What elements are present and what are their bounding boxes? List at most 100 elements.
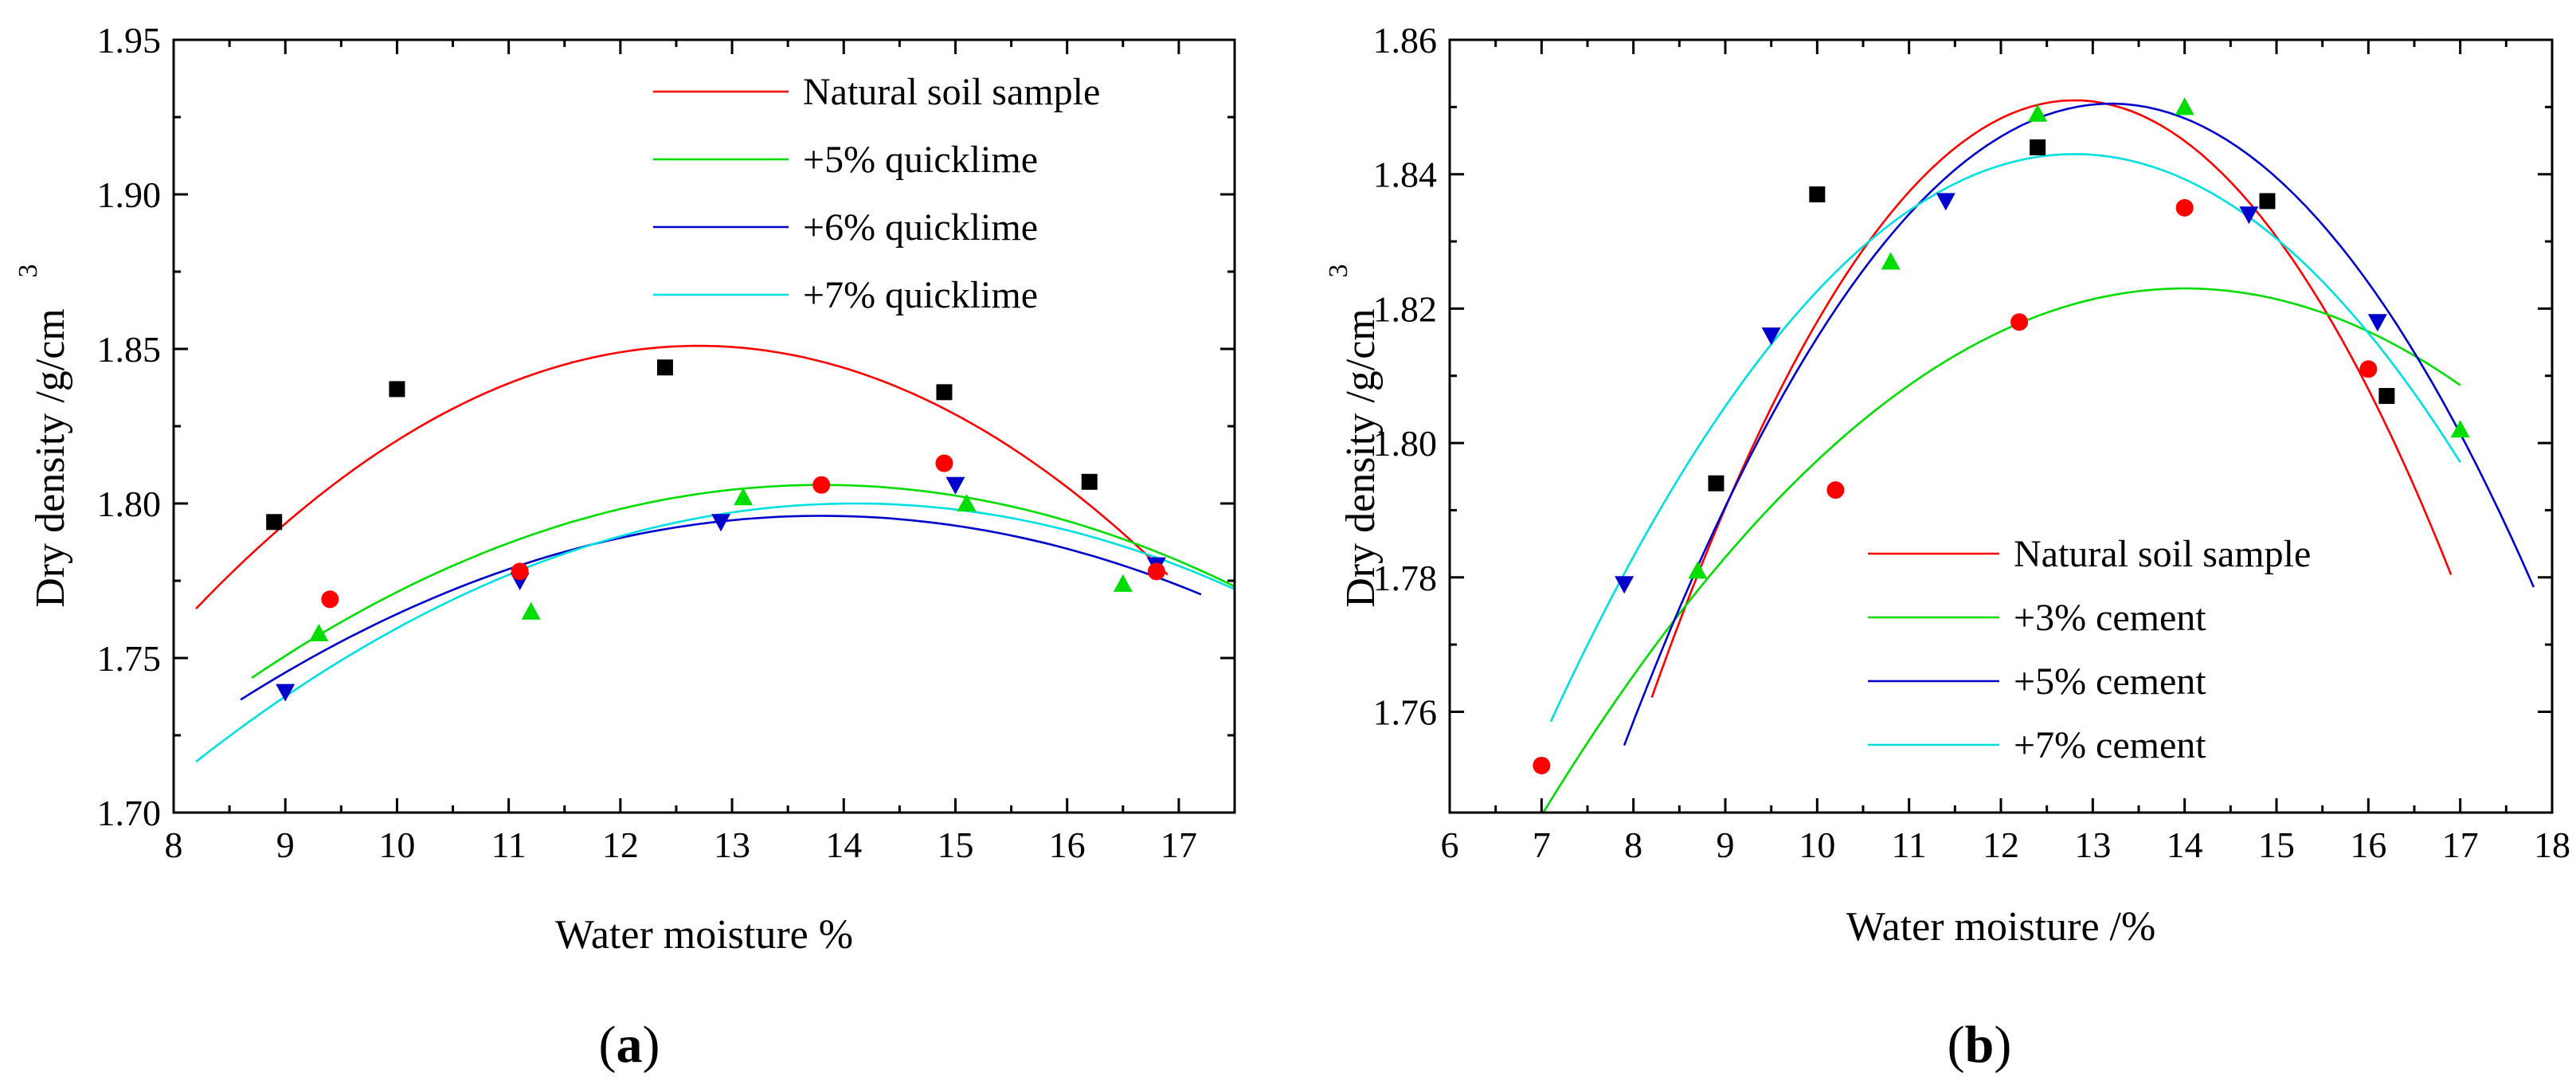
fit-curve-2 bbox=[1541, 287, 2461, 813]
y-tick-label: 1.75 bbox=[97, 638, 162, 679]
data-point-triangle-up bbox=[957, 494, 977, 511]
y-tick-label: 1.86 bbox=[1373, 20, 1438, 61]
fit-curve-4 bbox=[195, 502, 1235, 763]
x-tick-label: 15 bbox=[937, 825, 973, 865]
data-point-triangle-up bbox=[1113, 574, 1133, 592]
y-tick-label: 1.95 bbox=[97, 20, 162, 61]
legend-label-1: Natural soil sample bbox=[2014, 533, 2311, 575]
legend: Natural soil sample +5% quicklime +6% quic… bbox=[653, 71, 1100, 316]
panel-label: (b) bbox=[1948, 1016, 2012, 1074]
data-point-triangle-up bbox=[309, 623, 329, 641]
data-point-circle bbox=[1147, 562, 1165, 581]
x-tick-label: 9 bbox=[1717, 825, 1735, 865]
x-tick-label: 12 bbox=[1983, 825, 2019, 865]
y-axis-label-superscript: 3 bbox=[14, 264, 43, 278]
legend-label-4: +7% quicklime bbox=[803, 274, 1038, 316]
data-point-square bbox=[2259, 193, 2276, 210]
panel-label-letter: a bbox=[617, 1016, 643, 1074]
x-tick-label: 11 bbox=[1892, 825, 1927, 865]
y-tick-label: 1.70 bbox=[97, 793, 162, 833]
data-point-triangle-down bbox=[2367, 314, 2387, 332]
data-point-square bbox=[1081, 473, 1098, 490]
x-axis: 6 7 8 9 10 11 12 13 14 15 16 17 18 bbox=[1441, 40, 2570, 865]
chart-panel-b: 6 7 8 9 10 11 12 13 14 15 16 17 181.761.781.801.821.… bbox=[1324, 20, 2570, 1074]
fit-curve-3 bbox=[1623, 102, 2535, 746]
data-point-circle bbox=[2175, 198, 2194, 217]
data-point-triangle-down bbox=[711, 514, 731, 532]
fit-curve-3 bbox=[240, 515, 1202, 701]
data-point-square bbox=[389, 381, 405, 398]
y-tick-label: 1.90 bbox=[97, 174, 162, 215]
y-axis-label-group: Dry density /g/cm 3 bbox=[14, 264, 73, 608]
y-axis-label: Dry density /g/cm bbox=[1338, 308, 1384, 608]
y-tick-label: 1.76 bbox=[1373, 691, 1438, 732]
fit-curve-2 bbox=[251, 484, 1235, 679]
x-tick-label: 13 bbox=[714, 825, 750, 865]
x-tick-label: 17 bbox=[2442, 825, 2479, 865]
legend: Natural soil sample +3% cement +5% cement +… bbox=[1868, 533, 2311, 766]
x-tick-label: 15 bbox=[2258, 825, 2295, 865]
y-tick-label: 1.84 bbox=[1373, 155, 1438, 195]
data-point-triangle-up bbox=[1688, 561, 1708, 579]
legend-label-2: +5% quicklime bbox=[803, 139, 1038, 181]
x-tick-label: 7 bbox=[1533, 825, 1551, 865]
data-point-circle bbox=[2010, 313, 2029, 331]
legend-label-3: +6% quicklime bbox=[803, 206, 1038, 249]
x-tick-label: 6 bbox=[1441, 825, 1459, 865]
fit-curve-1 bbox=[195, 344, 1169, 610]
panel-label-letter: b bbox=[1965, 1016, 1995, 1074]
x-tick-label: 14 bbox=[2167, 825, 2203, 865]
data-point-triangle-up bbox=[1881, 252, 1901, 270]
x-tick-label: 13 bbox=[2074, 825, 2111, 865]
data-point-square bbox=[936, 384, 953, 401]
data-point-triangle-down bbox=[1936, 193, 1955, 211]
data-point-triangle-down bbox=[945, 476, 965, 495]
y-axis-label-group: Dry density /g/cm 3 bbox=[1324, 264, 1384, 608]
legend-label-4: +7% cement bbox=[2014, 724, 2206, 766]
x-tick-label: 8 bbox=[165, 825, 183, 865]
x-tick-label: 14 bbox=[825, 825, 862, 865]
data-markers bbox=[1533, 97, 2470, 774]
data-point-square bbox=[656, 359, 673, 376]
x-tick-label: 16 bbox=[2350, 825, 2386, 865]
data-point-triangle-up bbox=[521, 601, 541, 620]
x-tick-label: 12 bbox=[602, 825, 639, 865]
y-tick-label: 1.80 bbox=[1373, 423, 1438, 464]
data-point-triangle-up bbox=[2175, 97, 2194, 116]
y-axis: 1.76 1.78 1.80 1.82 1.84 1.86 bbox=[1373, 20, 2552, 732]
chart-panel-a: 8 9 10 11 12 13 14 15 16 171.701.751.801.851.901.… bbox=[14, 20, 1236, 1074]
y-tick-label: 1.82 bbox=[1373, 288, 1438, 329]
data-point-triangle-up bbox=[2028, 104, 2048, 122]
data-point-circle bbox=[935, 454, 953, 472]
data-point-square bbox=[2378, 388, 2395, 405]
data-point-circle bbox=[2359, 360, 2378, 378]
x-tick-label: 11 bbox=[491, 825, 526, 865]
plot-frame bbox=[172, 38, 1236, 814]
y-tick-label: 1.80 bbox=[97, 484, 162, 524]
x-tick-label: 18 bbox=[2534, 825, 2570, 865]
data-point-circle bbox=[1533, 756, 1551, 774]
x-tick-label: 10 bbox=[378, 825, 415, 865]
fit-curve-1 bbox=[1650, 99, 2453, 698]
data-point-triangle-down bbox=[276, 684, 296, 702]
data-point-triangle-up bbox=[2450, 420, 2470, 438]
x-axis: 8 9 10 11 12 13 14 15 16 17 bbox=[165, 40, 1236, 865]
data-point-square bbox=[2030, 139, 2046, 155]
x-tick-label: 16 bbox=[1049, 825, 1086, 865]
data-point-triangle-down bbox=[1761, 327, 1781, 346]
data-point-square bbox=[1809, 186, 1826, 202]
y-axis-label-superscript: 3 bbox=[1324, 264, 1353, 278]
data-point-triangle-up bbox=[734, 488, 754, 506]
data-point-circle bbox=[321, 590, 339, 609]
data-point-circle bbox=[511, 562, 529, 581]
fit-curve-4 bbox=[1549, 153, 2461, 723]
legend-label-2: +3% cement bbox=[2014, 597, 2206, 639]
data-markers bbox=[266, 359, 1166, 702]
y-tick-label: 1.85 bbox=[97, 329, 162, 370]
x-axis-label: Water moisture /% bbox=[1846, 904, 2156, 950]
fit-curves bbox=[1541, 99, 2535, 813]
data-point-square bbox=[266, 514, 283, 531]
data-point-circle bbox=[1826, 481, 1845, 499]
data-point-triangle-down bbox=[2239, 206, 2259, 225]
